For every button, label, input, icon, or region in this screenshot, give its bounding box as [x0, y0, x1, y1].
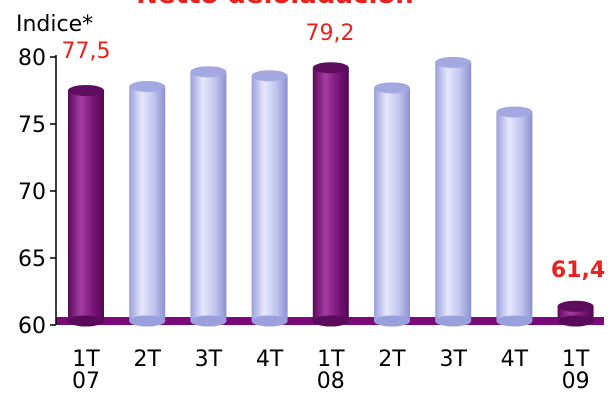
bar: [190, 66, 226, 326]
x-tick-label: 4T: [256, 347, 284, 372]
bar: [68, 85, 104, 327]
bar: [313, 62, 349, 326]
bar: [435, 57, 471, 327]
x-tick-label: 3T: [439, 347, 467, 372]
data-label: 79,2: [306, 21, 355, 46]
y-tick-label: 60: [18, 314, 46, 339]
x-tick-year-label: 07: [72, 369, 100, 394]
bars: [68, 57, 594, 327]
x-tick-label: 4T: [501, 347, 529, 372]
y-axis-label: Indice*: [16, 12, 93, 37]
data-label: 77,5: [62, 39, 111, 64]
bar: [558, 301, 594, 327]
x-tick-label: 2T: [378, 347, 406, 372]
x-tick-label: 3T: [195, 347, 223, 372]
x-tick-label: 2T: [133, 347, 161, 372]
bar: [129, 81, 165, 327]
y-axis-ticks: 60 65 70 75 80: [18, 46, 56, 339]
data-label: 61,4: [551, 258, 605, 283]
chart-title: Netto delòladación: [136, 0, 414, 10]
x-tick-year-label: 08: [317, 369, 345, 394]
x-tick-year-label: 09: [562, 369, 590, 394]
y-tick-label: 70: [18, 180, 46, 205]
y-tick-label: 65: [18, 247, 46, 272]
y-tick-label: 80: [18, 46, 46, 71]
y-tick-label: 75: [18, 113, 46, 138]
bar: [496, 106, 532, 326]
bar: [252, 70, 288, 326]
bar: [374, 82, 410, 326]
